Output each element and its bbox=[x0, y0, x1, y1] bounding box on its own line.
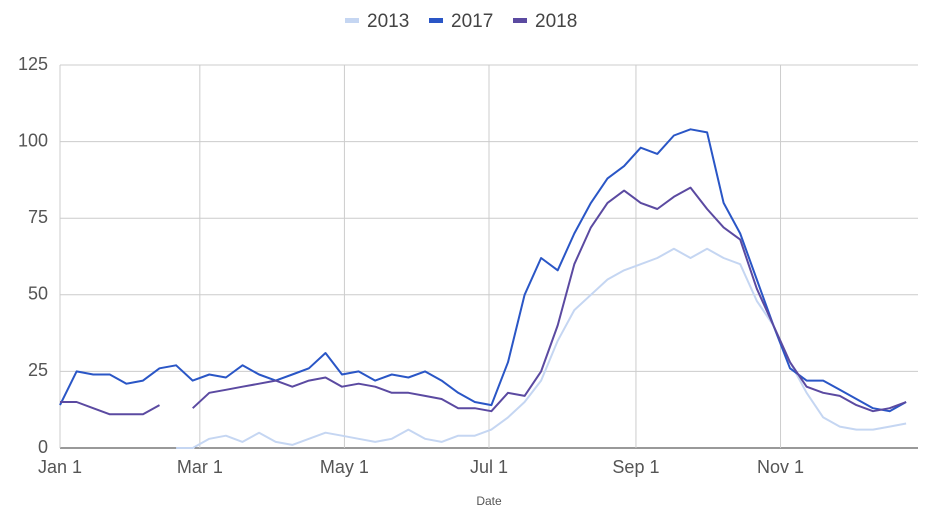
y-tick-label: 0 bbox=[38, 437, 48, 457]
legend-label: 2013 bbox=[367, 11, 409, 32]
x-tick-label: Mar 1 bbox=[177, 457, 223, 477]
line bbox=[60, 186, 907, 416]
line bbox=[59, 128, 907, 413]
y-tick-label: 75 bbox=[28, 207, 48, 227]
legend-swatch bbox=[429, 18, 443, 23]
x-tick-label: May 1 bbox=[320, 457, 369, 477]
y-tick-label: 50 bbox=[28, 284, 48, 304]
legend-label: 2017 bbox=[451, 11, 493, 32]
x-axis-label: Date bbox=[476, 494, 502, 508]
y-tick-label: 25 bbox=[28, 360, 48, 380]
y-tick-label: 125 bbox=[18, 54, 48, 74]
line bbox=[176, 247, 907, 449]
y-tick-label: 100 bbox=[18, 130, 48, 150]
legend-swatch bbox=[513, 18, 527, 23]
x-tick-label: Nov 1 bbox=[757, 457, 804, 477]
legend-swatch bbox=[345, 18, 359, 23]
x-tick-label: Jul 1 bbox=[470, 457, 508, 477]
legend-label: 2018 bbox=[535, 11, 577, 32]
x-tick-label: Jan 1 bbox=[38, 457, 82, 477]
x-tick-label: Sep 1 bbox=[612, 457, 659, 477]
